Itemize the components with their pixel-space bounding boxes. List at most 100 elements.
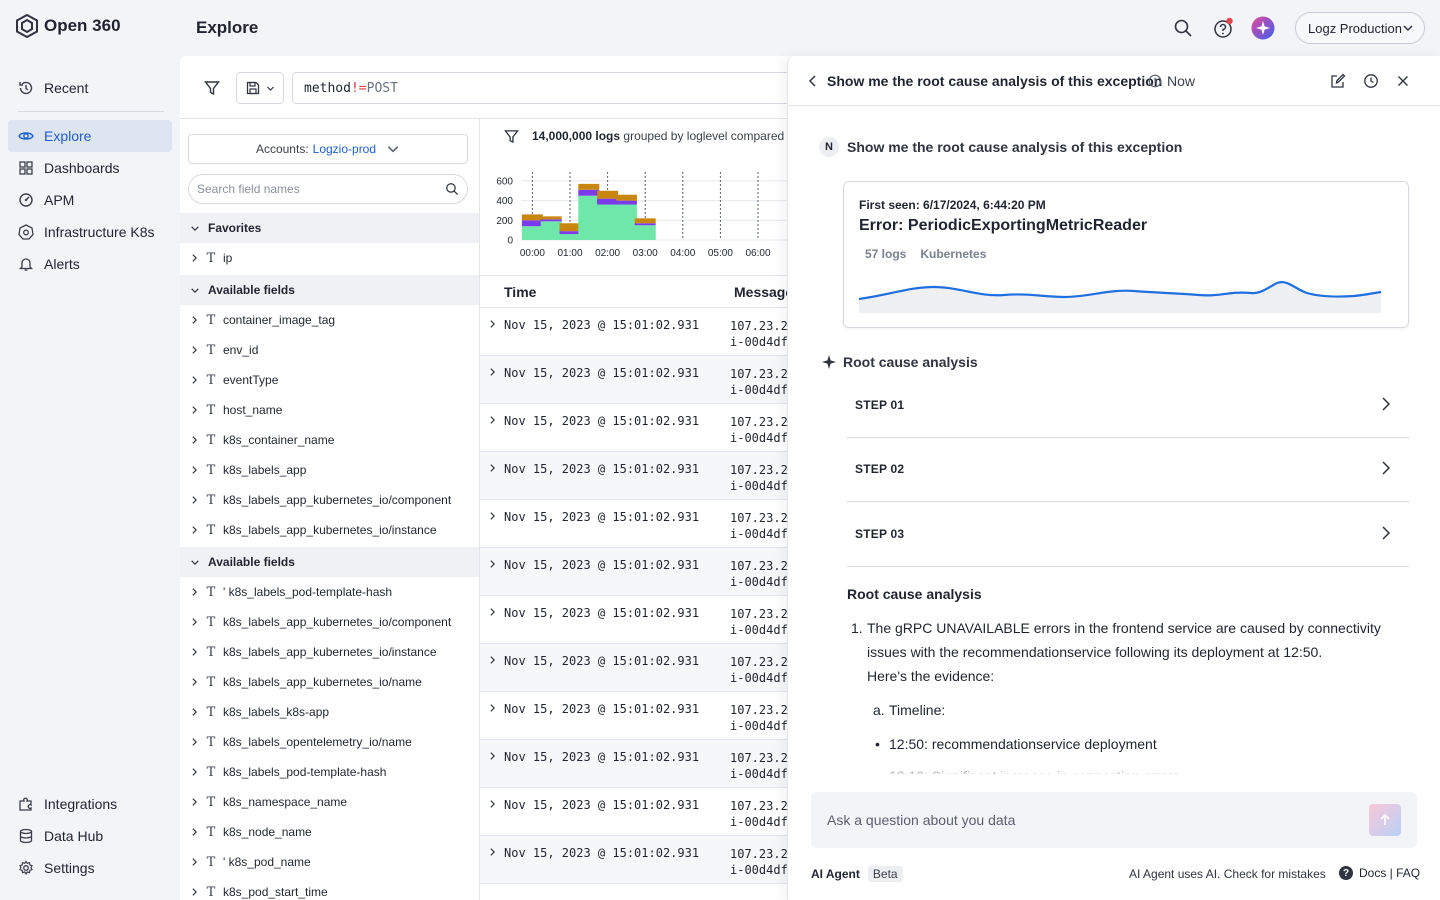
table-row[interactable]: Nov 15, 2023 @ 15:01:02.931 107.23.2 i-00d… (480, 644, 787, 692)
table-row[interactable]: Nov 15, 2023 @ 15:01:02.931 107.23.2 i-00d… (480, 692, 787, 740)
help-button[interactable] (1211, 16, 1235, 40)
send-button[interactable] (1369, 804, 1401, 836)
field-section-header[interactable]: Favorites (180, 213, 479, 243)
back-button[interactable] (806, 73, 820, 94)
query-input[interactable]: method != POST (292, 72, 812, 104)
text-type-icon: T (206, 312, 216, 328)
logo[interactable]: Open 360 (16, 14, 121, 38)
ai-assistant-button[interactable] (1251, 16, 1275, 40)
close-button[interactable] (1393, 71, 1413, 91)
step-03[interactable]: STEP 03 (847, 503, 1409, 567)
chevron-right-icon (192, 254, 197, 262)
field-row[interactable]: T ' k8s_labels_pod-template-hash (180, 577, 479, 607)
column-header-message[interactable]: Message (734, 284, 794, 300)
bar-segment (597, 204, 619, 240)
bar-segment (540, 216, 562, 220)
table-row[interactable]: Nov 15, 2023 @ 15:01:02.931 107.23.2 i-00d… (480, 404, 787, 452)
chart-filter-button[interactable] (504, 129, 519, 149)
saved-queries-button[interactable] (236, 72, 284, 104)
error-log-count: 57 logs (865, 247, 907, 261)
logo-text: Open 360 (44, 16, 121, 35)
nav-item-apm[interactable]: APM (8, 184, 172, 216)
x-tick-label: 05:00 (708, 248, 733, 259)
grid-icon (19, 161, 33, 175)
error-sparkline (859, 281, 1381, 313)
log-message: 107.23.2 i-00d4df (730, 558, 787, 590)
field-name: k8s_node_name (223, 825, 312, 839)
step-02[interactable]: STEP 02 (847, 438, 1409, 502)
table-row[interactable]: Nov 15, 2023 @ 15:01:02.931 107.23.2 i-00d… (480, 548, 787, 596)
table-row[interactable]: Nov 15, 2023 @ 15:01:02.931 107.23.2 i-00d… (480, 596, 787, 644)
field-search-input[interactable]: Search field names (188, 174, 468, 204)
beta-badge: Beta (867, 866, 903, 882)
table-row[interactable]: Nov 15, 2023 @ 15:01:02.931 107.23.2 i-00d… (480, 452, 787, 500)
table-row[interactable]: Nov 15, 2023 @ 15:01:02.931 107.23.2 i-00d… (480, 788, 787, 836)
nav-item-alerts[interactable]: Alerts (8, 248, 172, 280)
table-row[interactable]: Nov 15, 2023 @ 15:01:02.931 107.23.2 i-00d… (480, 308, 787, 356)
nav-item-data-hub[interactable]: Data Hub (8, 820, 172, 852)
nav-item-dashboards[interactable]: Dashboards (8, 152, 172, 184)
filter-button[interactable] (200, 76, 224, 100)
nav-item-integrations[interactable]: Integrations (8, 788, 172, 820)
log-time: Nov 15, 2023 @ 15:01:02.931 (504, 702, 700, 716)
log-message-line: 107.23.2 (730, 751, 787, 765)
log-message-line: i-00d4df (730, 575, 787, 589)
gauge-icon (19, 193, 33, 207)
nav-item-infrastructure[interactable]: Infrastructure K8s (8, 216, 172, 248)
bar-segment (578, 195, 600, 240)
field-section-header[interactable]: Available fields (180, 547, 479, 577)
page-title: Explore (196, 18, 259, 37)
chevron-right-icon (490, 704, 495, 712)
field-name: env_id (223, 343, 259, 357)
column-header-time[interactable]: Time (504, 284, 537, 300)
error-tags: 57 logs Kubernetes (865, 247, 986, 261)
log-message-line: 107.23.2 (730, 607, 787, 621)
table-row[interactable]: Nov 15, 2023 @ 15:01:02.931 107.23.2 i-00d… (480, 500, 787, 548)
history-button[interactable] (1361, 71, 1381, 91)
nav-label: Dashboards (44, 160, 120, 176)
nav-item-recent[interactable]: Recent (8, 72, 172, 104)
step-01[interactable]: STEP 01 (847, 374, 1409, 438)
accounts-dropdown[interactable]: Accounts: Logzio-prod (188, 134, 468, 164)
nav-label: Data Hub (44, 828, 104, 844)
search-button[interactable] (1171, 16, 1195, 40)
field-search-placeholder: Search field names (197, 182, 300, 196)
table-row[interactable]: Nov 15, 2023 @ 15:01:02.931 107.23.2 i-00d… (480, 356, 787, 404)
error-card[interactable]: First seen: 6/17/2024, 6:44:20 PM Error:… (843, 181, 1409, 328)
ask-input[interactable]: Ask a question about you data (811, 792, 1417, 848)
table-row[interactable]: Nov 15, 2023 @ 15:01:02.931 107.23.2 i-00d… (480, 740, 787, 788)
clock-icon (1148, 74, 1162, 88)
field-section-header[interactable]: Available fields (180, 275, 479, 305)
chevron-right-icon (192, 648, 197, 656)
section-title: Favorites (208, 221, 262, 235)
account-selector[interactable]: Logz Production (1295, 12, 1425, 44)
new-chat-button[interactable] (1328, 71, 1348, 91)
chevron-right-icon (490, 560, 495, 568)
nav-item-explore[interactable]: Explore (8, 120, 172, 152)
field-row[interactable]: T ' k8s_pod_name (180, 847, 479, 877)
table-row[interactable]: Nov 15, 2023 @ 15:01:02.931 107.23.2 i-00d… (480, 836, 787, 884)
field-name: k8s_labels_opentelemetry_io/name (223, 735, 412, 749)
nav-item-settings[interactable]: Settings (8, 852, 172, 884)
text-type-icon: T (206, 462, 216, 478)
docs-link[interactable]: ? Docs | FAQ (1339, 866, 1420, 880)
account-name: Logz Production (1308, 20, 1402, 36)
